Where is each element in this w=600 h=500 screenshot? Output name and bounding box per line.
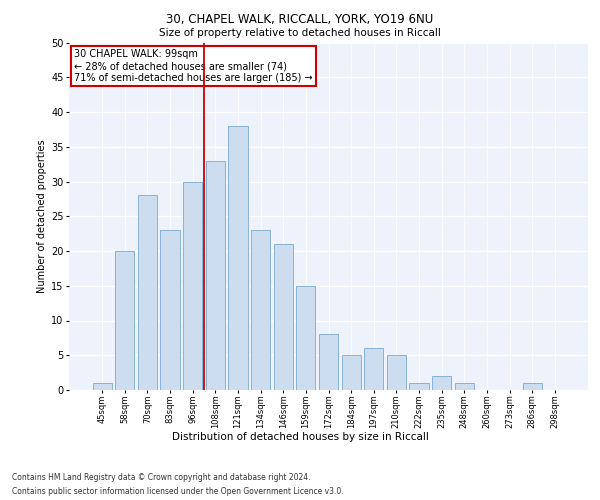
Text: 30, CHAPEL WALK, RICCALL, YORK, YO19 6NU: 30, CHAPEL WALK, RICCALL, YORK, YO19 6NU [166,12,434,26]
Bar [115,251,134,390]
Text: Contains public sector information licensed under the Open Government Licence v3: Contains public sector information licen… [12,488,344,496]
Bar [251,230,270,390]
Bar [138,196,157,390]
Y-axis label: Number of detached properties: Number of detached properties [37,140,47,293]
Bar [274,244,293,390]
Bar [296,286,316,390]
Bar [319,334,338,390]
Bar [92,383,112,390]
Bar [364,348,383,390]
Text: Size of property relative to detached houses in Riccall: Size of property relative to detached ho… [159,28,441,38]
Bar [206,160,225,390]
Text: Contains HM Land Registry data © Crown copyright and database right 2024.: Contains HM Land Registry data © Crown c… [12,472,311,482]
Bar [183,182,202,390]
Text: Distribution of detached houses by size in Riccall: Distribution of detached houses by size … [172,432,428,442]
Bar [341,355,361,390]
Bar [523,383,542,390]
Bar [229,126,248,390]
Bar [387,355,406,390]
Bar [432,376,451,390]
Text: 30 CHAPEL WALK: 99sqm
← 28% of detached houses are smaller (74)
71% of semi-deta: 30 CHAPEL WALK: 99sqm ← 28% of detached … [74,50,313,82]
Bar [455,383,474,390]
Bar [409,383,428,390]
Bar [160,230,180,390]
